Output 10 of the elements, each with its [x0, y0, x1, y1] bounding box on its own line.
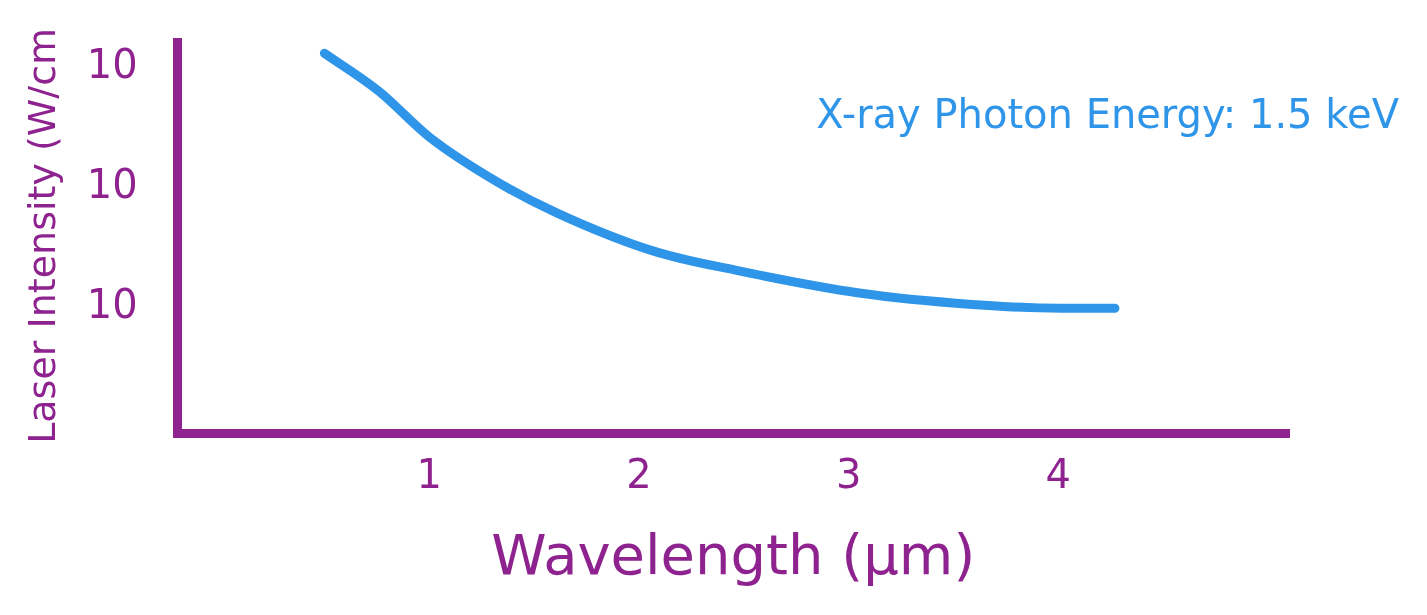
- text: 10: [86, 281, 138, 328]
- x-tick-label: 1: [416, 451, 442, 498]
- y-axis-title: Laser Intensity (W/cm: [19, 27, 64, 444]
- x-tick-label: 4: [1045, 451, 1072, 498]
- x-axis-title: Wavelength (µm): [491, 521, 976, 587]
- text: 10: [86, 161, 138, 208]
- annotation: X-ray Photon Energy: 1.5 keV: [816, 91, 1400, 138]
- x-tick-label: 3: [835, 451, 862, 498]
- x-tick-label: 2: [626, 451, 652, 498]
- text: 10: [86, 41, 138, 88]
